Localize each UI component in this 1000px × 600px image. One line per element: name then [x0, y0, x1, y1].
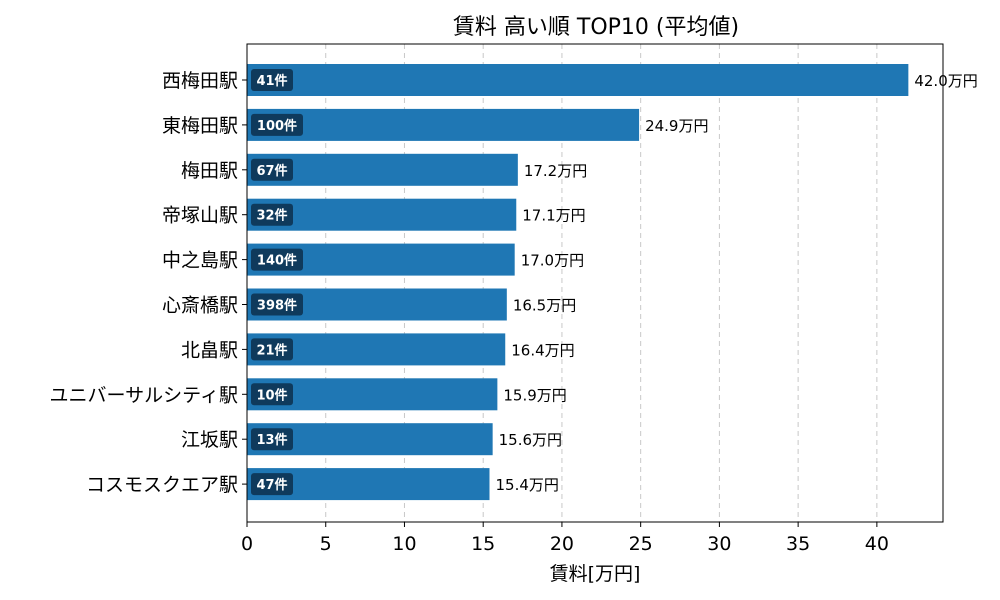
x-tick-label: 40 — [865, 533, 889, 555]
count-badge — [251, 473, 293, 496]
count-label: 398件 — [257, 298, 297, 314]
value-label: 15.6万円 — [499, 431, 562, 449]
x-axis-label: 賃料[万円] — [550, 563, 641, 585]
x-axis-ticks: 0 5 10 15 20 25 30 35 40 — [241, 522, 889, 555]
count-badge — [251, 69, 293, 91]
x-tick-label: 30 — [707, 533, 731, 555]
x-tick-label: 10 — [392, 533, 416, 555]
bars: 41件 42.0万円 100件 24.9万円 67件 17.2万円 32件 17.1万円 140… — [247, 64, 978, 501]
value-label: 16.4万円 — [511, 341, 574, 359]
x-tick-label: 25 — [629, 533, 653, 555]
value-label: 17.2万円 — [524, 162, 587, 180]
value-label: 42.0万円 — [914, 72, 977, 90]
bar — [247, 64, 909, 96]
count-badge — [251, 338, 293, 361]
category-labels: 西梅田駅東梅田駅梅田駅帝塚山駅中之島駅心斎橋駅北畠駅ユニバーサルシティ駅江坂駅コ… — [50, 70, 247, 496]
value-label: 17.0万円 — [521, 252, 584, 270]
count-label: 10件 — [256, 387, 287, 403]
chart-title: 賃料 高い順 TOP10 (平均値) — [453, 15, 739, 40]
category-label: 梅田駅 — [181, 160, 238, 182]
value-label: 16.5万円 — [513, 297, 576, 315]
x-tick-label: 20 — [550, 533, 574, 555]
category-label: 中之島駅 — [162, 250, 238, 272]
category-label: 帝塚山駅 — [162, 205, 238, 227]
count-badge — [251, 158, 293, 181]
x-tick-label: 15 — [471, 533, 495, 555]
category-label: 西梅田駅 — [162, 70, 238, 92]
count-label: 21件 — [256, 342, 287, 358]
value-label: 17.1万円 — [522, 207, 585, 225]
value-label: 15.9万円 — [503, 386, 566, 404]
count-badge — [251, 203, 293, 226]
category-label: 心斎橋駅 — [162, 295, 238, 317]
count-label: 47件 — [256, 477, 287, 493]
count-label: 32件 — [256, 208, 287, 224]
count-badge — [251, 248, 303, 271]
category-label: 東梅田駅 — [162, 115, 238, 137]
value-label: 15.4万円 — [495, 476, 558, 494]
count-label: 140件 — [257, 253, 297, 269]
bar — [247, 108, 640, 141]
count-badge — [251, 428, 293, 451]
category-label: コスモスクエア駅 — [86, 474, 238, 496]
category-label: ユニバーサルシティ駅 — [50, 384, 238, 406]
x-tick-label: 35 — [786, 533, 810, 555]
value-label: 24.9万円 — [645, 117, 708, 135]
x-tick-label: 5 — [320, 533, 332, 555]
category-label: 北畠駅 — [181, 339, 238, 361]
count-label: 100件 — [257, 118, 297, 134]
count-label: 41件 — [256, 73, 287, 89]
category-label: 江坂駅 — [181, 429, 238, 451]
x-tick-label: 0 — [241, 533, 253, 555]
count-label: 67件 — [256, 163, 287, 179]
count-label: 13件 — [256, 432, 287, 448]
plot-frame — [246, 43, 944, 523]
count-badge — [251, 113, 303, 136]
count-badge — [251, 293, 303, 316]
count-badge — [251, 383, 293, 406]
